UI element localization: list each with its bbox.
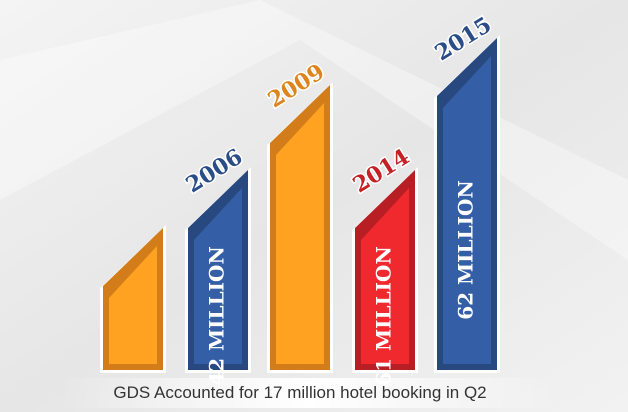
bar-label: 61 MILLION: [372, 246, 396, 385]
bar-front: [276, 103, 324, 364]
title-strip: [60, 378, 560, 408]
bg-shape: [0, 0, 628, 260]
bar-front: [194, 188, 242, 364]
bar-front: [109, 246, 157, 364]
bar-label: 62 MILLION: [454, 180, 478, 319]
bar-label: 42 MILLION: [205, 246, 229, 385]
bar-front: [443, 56, 491, 364]
bar-front: [361, 188, 409, 364]
title: GDS Accounted for 17 million hotel booki…: [113, 383, 486, 402]
